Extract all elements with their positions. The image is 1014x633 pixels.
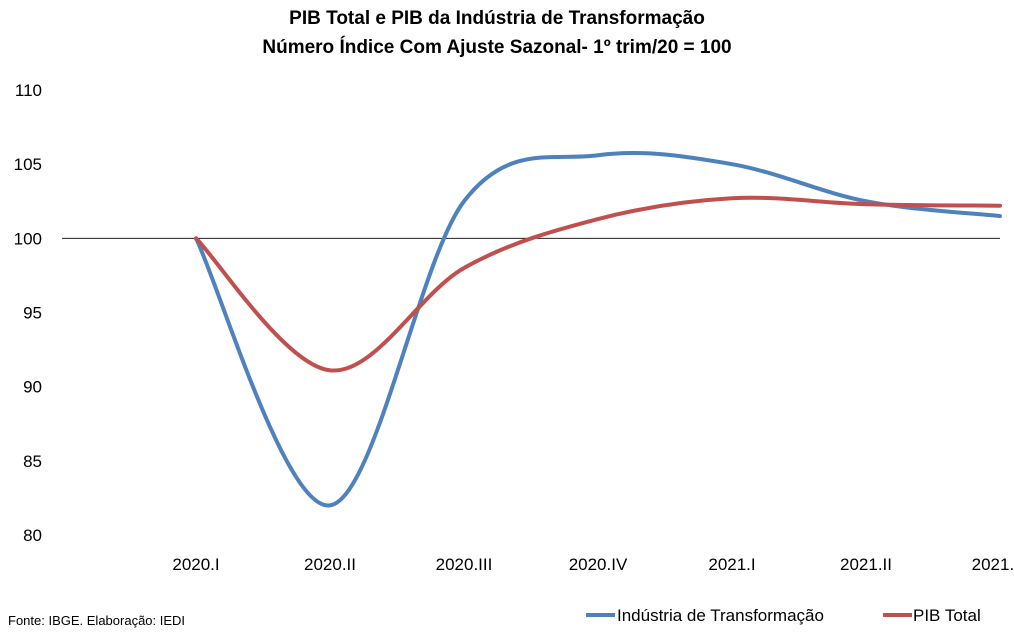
- y-tick-label: 80: [23, 526, 42, 545]
- source-note: Fonte: IBGE. Elaboração: IEDI: [8, 613, 185, 628]
- x-tick-label: 2021.I: [708, 555, 755, 574]
- y-tick-label: 85: [23, 452, 42, 471]
- y-axis-ticks: 80 85 90 95 100 105 110: [14, 81, 42, 545]
- y-tick-label: 95: [23, 304, 42, 323]
- chart-subtitle: Número Índice Com Ajuste Sazonal- 1º tri…: [262, 36, 731, 58]
- x-tick-label: 2021.III: [972, 555, 1014, 574]
- y-tick-label: 90: [23, 378, 42, 397]
- y-tick-label: 105: [14, 155, 42, 174]
- series-line-industria: [194, 150, 1002, 508]
- chart-title: PIB Total e PIB da Indústria de Transfor…: [289, 8, 705, 29]
- x-tick-label: 2020.IV: [569, 555, 628, 574]
- legend: Indústria de Transformação PIB Total: [586, 606, 981, 625]
- y-tick-label: 110: [15, 81, 42, 100]
- series-lines: [194, 150, 1002, 508]
- y-tick-label: 100: [14, 229, 42, 248]
- x-tick-label: 2020.I: [172, 555, 219, 574]
- legend-label: Indústria de Transformação: [617, 606, 824, 625]
- x-tick-label: 2020.II: [304, 555, 356, 574]
- x-tick-label: 2021.II: [840, 555, 892, 574]
- series-line-pib-total: [194, 195, 1002, 373]
- x-tick-label: 2020.III: [436, 555, 493, 574]
- x-axis-ticks: 2020.I 2020.II 2020.III 2020.IV 2021.I 2021.I…: [172, 555, 1014, 574]
- legend-label: PIB Total: [913, 606, 981, 625]
